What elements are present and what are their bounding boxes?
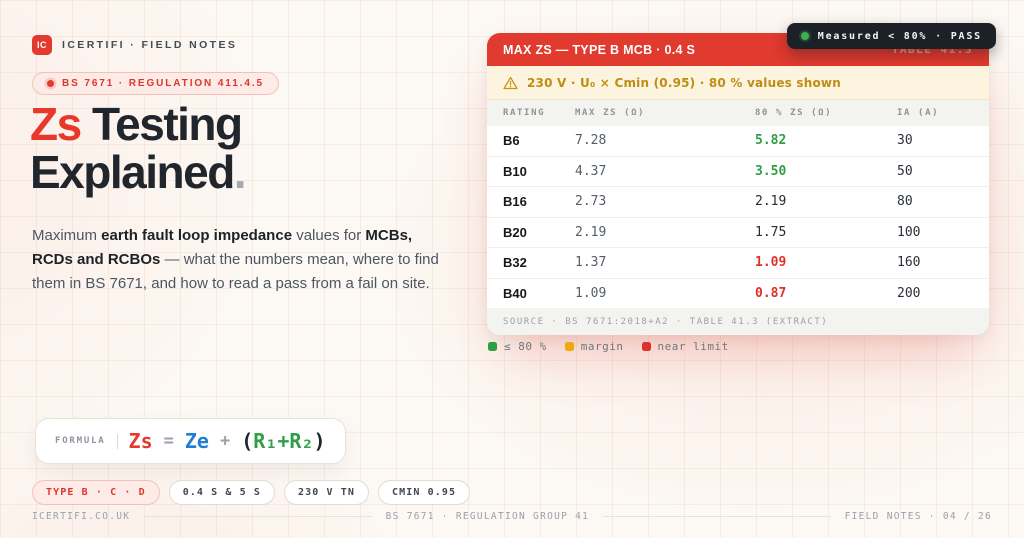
warning-text: 230 V · U₀ × Cmin (0.95) · 80 % values s… (527, 75, 841, 90)
cell-rating: B20 (503, 224, 527, 240)
pass-status-pill: Measured < 80% · PASS (786, 23, 996, 49)
formula-divider (116, 433, 118, 449)
brand-name: ICERTIFI · FIELD NOTES (62, 39, 238, 51)
cell-ia: 50 (897, 163, 913, 179)
cell-80pct-zs: 3.50 (755, 163, 787, 179)
formula-close-paren: ) (313, 429, 326, 453)
cell-rating: B16 (503, 194, 527, 210)
spec-chip: 230 V TN (284, 480, 369, 505)
legend-item: near limit (641, 340, 729, 353)
spec-chips-row: TYPE B · C · D 0.4 S & 5 S 230 V TN CMIN 0.… (32, 480, 471, 505)
formula-label: FORMULA (55, 436, 106, 446)
page-title: Zs Testing Explained. (30, 98, 247, 199)
cell-max-zs: 2.19 (575, 224, 607, 240)
table-row: B32 1.37 1.09 160 (487, 247, 989, 278)
table-row: B20 2.19 1.75 100 (487, 216, 989, 248)
table-column-header: 80 % ZS (Ω) (755, 108, 833, 118)
cell-ia: 30 (897, 133, 913, 149)
brand-row: IC ICERTIFI · FIELD NOTES (32, 35, 237, 55)
cell-max-zs: 4.37 (575, 163, 607, 179)
regulation-badge: BS 7671 · REGULATION 411.4.5 (32, 72, 279, 95)
table-body: B6 7.28 5.82 30 B10 4.37 3.50 50 B16 2.73 2.19 80 B2… (487, 126, 989, 308)
lede-text-segment: values for (292, 227, 366, 244)
lede-text-segment: Maximum (32, 227, 102, 244)
legend-item: ≤ 80 % (488, 340, 547, 353)
cell-80pct-zs: 0.87 (755, 285, 787, 301)
warning-icon (503, 76, 518, 89)
cell-ia: 80 (897, 194, 913, 210)
formula-open-paren: ( (241, 429, 254, 453)
formula-zs: Zs (128, 429, 153, 453)
legend-label: ≤ 80 % (504, 340, 547, 353)
cell-80pct-zs: 1.75 (755, 224, 787, 240)
formula-r1r2: R₁+R₂ (253, 429, 314, 453)
cell-max-zs: 7.28 (575, 133, 607, 149)
table-source-note: SOURCE · BS 7671:2018+A2 · TABLE 41.3 (E… (487, 308, 989, 335)
title-line1: Testing (80, 98, 243, 150)
footer-site: ICERTIFI.CO.UK (32, 511, 131, 522)
cell-80pct-zs: 2.19 (755, 194, 787, 210)
cell-80pct-zs: 5.82 (755, 133, 787, 149)
cell-max-zs: 1.09 (575, 285, 607, 301)
table-card-title: MAX ZS — TYPE B MCB · 0.4 S (503, 42, 696, 57)
cell-80pct-zs: 1.09 (755, 255, 787, 271)
status-dot-icon (800, 32, 809, 40)
cell-ia: 160 (897, 255, 921, 271)
legend-swatch-icon (488, 342, 497, 351)
table-row: B6 7.28 5.82 30 (487, 126, 989, 156)
cell-rating: B10 (503, 163, 527, 179)
legend-swatch-icon (564, 342, 574, 351)
title-line2: Explained (30, 146, 235, 199)
legend-swatch-icon (641, 342, 651, 351)
legend-label: near limit (657, 340, 729, 353)
table-header-row: RATING MAX ZS (Ω) 80 % ZS (Ω) IA (A) (487, 100, 989, 126)
cell-rating: B6 (503, 133, 520, 149)
page-footer: ICERTIFI.CO.UK BS 7671 · REGULATION GROU… (32, 511, 992, 522)
status-legend: ≤ 80 % margin near limit (488, 340, 729, 353)
badge-dot-icon (47, 80, 54, 87)
cell-max-zs: 2.73 (575, 194, 607, 210)
formula-ze: Ze (184, 429, 209, 453)
table-card-warning: 230 V · U₀ × Cmin (0.95) · 80 % values s… (487, 66, 989, 100)
title-accent: Zs (30, 98, 82, 150)
table-row: B40 1.09 0.87 200 (487, 277, 989, 309)
footer-regulation: BS 7671 · REGULATION GROUP 41 (385, 511, 590, 522)
lede-text-segment: earth fault loop impedance (101, 227, 293, 244)
cell-ia: 100 (897, 224, 921, 240)
cell-max-zs: 1.37 (575, 255, 607, 271)
cell-rating: B32 (503, 255, 527, 271)
formula-r1r2-group: (R₁+R₂) (241, 429, 325, 453)
table-column-header: IA (A) (897, 108, 940, 118)
footer-rule (603, 516, 831, 517)
spec-chip: 0.4 S & 5 S (168, 480, 276, 505)
lede-text-segment: MCBs, RCDs and RCBOs (32, 227, 413, 268)
zs-table-card: MAX ZS — TYPE B MCB · 0.4 S TABLE 41.3 2… (487, 33, 989, 335)
title-period: . (233, 146, 247, 199)
regulation-badge-label: BS 7671 · REGULATION 411.4.5 (62, 78, 264, 89)
pass-status-label: Measured < 80% · PASS (817, 30, 982, 42)
icertifi-logo: IC (32, 35, 52, 55)
legend-label: margin (580, 340, 624, 353)
footer-page-number: FIELD NOTES · 04 / 26 (844, 511, 992, 522)
spec-chip: TYPE B · C · D (32, 480, 160, 505)
formula-equals: = (163, 431, 174, 451)
cell-rating: B40 (503, 285, 527, 301)
formula-plus: + (219, 431, 231, 451)
lede-paragraph: Maximum earth fault loop impedance value… (32, 224, 442, 296)
table-row: B10 4.37 3.50 50 (487, 155, 989, 187)
table-column-header: MAX ZS (Ω) (575, 108, 646, 118)
table-column-header: RATING (503, 108, 546, 118)
footer-rule (144, 516, 372, 517)
legend-item: margin (564, 340, 624, 353)
table-row: B16 2.73 2.19 80 (487, 186, 989, 217)
spec-chip: CMIN 0.95 (377, 480, 471, 505)
formula-card: FORMULA Zs = Ze + (R₁+R₂) (35, 418, 346, 464)
cell-ia: 200 (897, 285, 921, 301)
lede-text-segment: — what the numbers mean, where to find t… (32, 251, 439, 292)
